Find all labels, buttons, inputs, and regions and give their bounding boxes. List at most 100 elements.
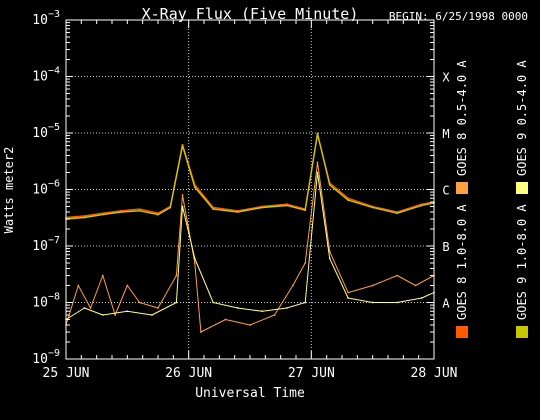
series-point — [193, 186, 196, 189]
series-point — [77, 284, 80, 287]
series-point — [371, 284, 374, 287]
series-point — [193, 262, 196, 264]
series-point — [261, 206, 264, 209]
series-point — [396, 274, 399, 277]
series-point — [292, 284, 294, 287]
series-point — [249, 324, 251, 326]
series-point — [181, 144, 184, 147]
legend-label: GOES 8 0.5-4.0 A — [455, 60, 469, 176]
legend-swatch — [456, 326, 468, 338]
series-point — [347, 291, 350, 294]
series-line-2 — [65, 162, 435, 333]
series-point — [316, 171, 319, 174]
series-point — [236, 307, 239, 309]
series-point — [212, 301, 215, 304]
series-point — [304, 209, 307, 212]
series-point — [328, 184, 331, 186]
chart-title: X-Ray Flux (Five Minute) — [142, 5, 359, 23]
series-point — [89, 307, 92, 309]
series-point — [285, 307, 288, 309]
series-point — [157, 213, 159, 216]
series-point — [316, 161, 319, 164]
series-point — [371, 206, 374, 209]
series-point — [181, 194, 184, 196]
series-point — [414, 284, 417, 287]
data-series — [65, 132, 435, 333]
series-point — [347, 197, 350, 200]
series-point — [175, 274, 178, 277]
series-point — [175, 301, 178, 304]
y-axis-label: Watts meter2 — [2, 147, 16, 234]
series-point — [328, 257, 331, 260]
flare-class-label: A — [442, 297, 450, 311]
series-point — [138, 301, 141, 304]
series-point — [420, 297, 423, 299]
flare-class-label: M — [442, 127, 449, 141]
series-point — [101, 213, 104, 216]
begin-date-label: BEGIN: 6/25/1998 0000 — [389, 10, 528, 23]
y-tick-label: 10−3 — [32, 9, 60, 28]
series-point — [138, 209, 141, 212]
y-tick-label: 10−7 — [32, 235, 60, 254]
series-line-4 — [65, 172, 435, 320]
flare-class-label: B — [442, 240, 449, 254]
y-tick-label: 10−9 — [32, 348, 60, 367]
series-point — [304, 301, 307, 304]
x-tick-label: 28 JUN — [411, 366, 458, 381]
series-point — [347, 297, 350, 299]
flare-class-label: C — [442, 184, 449, 198]
series-point — [83, 216, 86, 219]
series-point — [273, 314, 276, 316]
series-point — [193, 257, 196, 260]
x-tick-label: 27 JUN — [288, 366, 335, 381]
series-point — [285, 204, 288, 207]
x-axis-label: Universal Time — [195, 386, 305, 401]
series-point — [120, 211, 123, 213]
series-point — [371, 301, 374, 304]
series-point — [316, 132, 319, 135]
series-point — [157, 307, 159, 309]
series-point — [304, 262, 307, 264]
series-point — [126, 284, 129, 287]
series-point — [101, 314, 104, 316]
series-point — [420, 203, 423, 206]
legend-swatch — [456, 182, 468, 194]
series-point — [328, 250, 331, 253]
series-point — [396, 301, 399, 304]
series-point — [83, 307, 86, 309]
series-point — [83, 215, 86, 217]
series-point — [138, 208, 141, 210]
series-point — [200, 331, 202, 333]
x-tick-label: 26 JUN — [165, 366, 212, 381]
flare-class-label: X — [442, 71, 450, 85]
axes: 10−9 10−8 10−7 10−6 10−5 10−4 10−3 25 JUN 26 JUN… — [32, 9, 457, 381]
series-point — [114, 314, 116, 316]
y-tick-label: 10−5 — [32, 122, 60, 141]
legend-swatch — [516, 326, 528, 338]
y-tick-label: 10−8 — [32, 292, 60, 311]
legend-label: GOES 8 1.0-8.0 A — [455, 204, 469, 320]
series-point — [347, 199, 350, 201]
series-point — [181, 205, 184, 208]
series-point — [396, 212, 399, 215]
legend-swatch — [516, 182, 528, 194]
series-point — [236, 211, 239, 213]
x-tick-label: 25 JUN — [43, 366, 90, 381]
y-tick-label: 10−6 — [32, 179, 60, 198]
series-point — [169, 206, 172, 209]
series-point — [126, 310, 129, 313]
series-point — [212, 208, 215, 210]
legend-label: GOES 9 1.0-8.0 A — [515, 204, 529, 320]
series-point — [101, 212, 104, 215]
series-point — [285, 203, 288, 206]
legend-label: GOES 9 0.5-4.0 A — [515, 60, 529, 176]
series-point — [224, 318, 227, 321]
series-point — [261, 310, 264, 313]
y-tick-label: 10−4 — [32, 66, 60, 85]
series-point — [420, 204, 423, 207]
legend: GOES 8 1.0-8.0 A GOES 8 0.5-4.0 A GOES 9 1… — [455, 60, 529, 338]
series-point — [101, 274, 104, 277]
series-point — [150, 314, 153, 316]
